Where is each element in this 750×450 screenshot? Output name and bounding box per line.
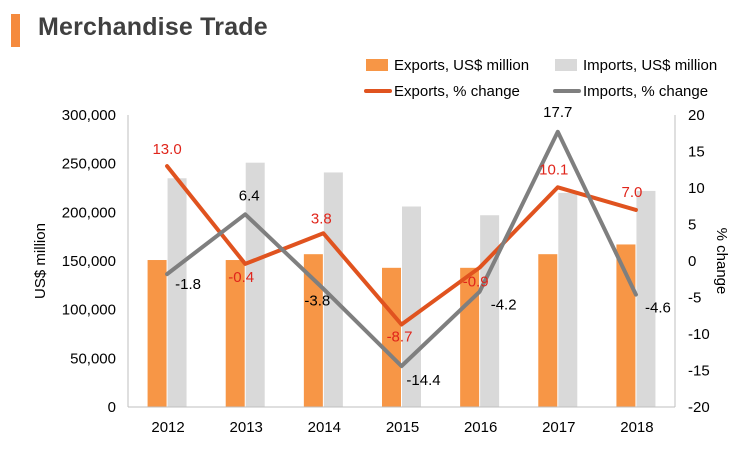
exports-bar-2017	[538, 254, 558, 407]
page-title: Merchandise Trade	[38, 13, 268, 41]
exports-bar-2013	[225, 260, 245, 407]
x-tick-label: 2013	[230, 419, 263, 436]
exports-change-line	[165, 164, 638, 327]
exports-bar-2012	[147, 260, 167, 407]
imports-change-label-2017: 17.7	[543, 104, 572, 121]
left-tick-label: 300,000	[62, 107, 116, 124]
exports-change-label-2017: 10.1	[539, 161, 568, 178]
exports-change-label-2012: 13.0	[152, 141, 181, 158]
exports-change-label-2013: -0.4	[228, 269, 254, 286]
legend-exports-bar-swatch	[366, 59, 388, 71]
left-tick-label: 250,000	[62, 156, 116, 173]
x-tick-label: 2012	[151, 419, 184, 436]
imports-bar-2012	[167, 178, 187, 407]
imports-change-label-2013: 6.4	[239, 187, 260, 204]
imports-bar-2013	[245, 162, 265, 407]
x-tick-label: 2017	[542, 419, 575, 436]
left-tick-label: 100,000	[62, 302, 116, 319]
legend-exports-line-label: Exports, % change	[394, 83, 520, 100]
right-tick-label: -15	[688, 363, 710, 380]
imports-change-label-2018: -4.6	[645, 300, 671, 317]
exports-bar-2016	[460, 267, 480, 407]
x-tick-label: 2015	[386, 419, 419, 436]
imports-change-label-2016: -4.2	[491, 297, 517, 314]
legend-exports-bar-label: Exports, US$ million	[394, 57, 529, 74]
right-tick-label: -20	[688, 399, 710, 416]
right-tick-label: 5	[688, 217, 696, 234]
imports-bar-2015	[402, 206, 421, 407]
x-tick-label: 2018	[620, 419, 653, 436]
imports-change-label-2012: -1.8	[175, 276, 201, 293]
exports-bar-2014	[303, 254, 323, 407]
left-tick-label: 50,000	[70, 350, 116, 367]
right-tick-label: 15	[688, 144, 705, 161]
legend-imports-line-label: Imports, % change	[583, 83, 708, 100]
exports-change-label-2014: 3.8	[311, 210, 332, 227]
left-tick-label: 0	[108, 399, 116, 416]
right-tick-label: 0	[688, 253, 696, 270]
right-tick-label: 10	[688, 180, 705, 197]
imports-bar-2014	[323, 172, 343, 407]
imports-change-line	[165, 129, 638, 369]
exports-bar-2015	[382, 267, 401, 407]
left-tick-label: 200,000	[62, 204, 116, 221]
right-tick-label: -10	[688, 326, 710, 343]
exports-change-label-2016: -0.9	[463, 274, 489, 291]
left-tick-label: 150,000	[62, 253, 116, 270]
right-tick-label: 20	[688, 107, 705, 124]
legend-imports-bar-label: Imports, US$ million	[583, 57, 717, 74]
x-tick-label: 2016	[464, 419, 497, 436]
imports-change-label-2014: -3.8	[304, 293, 330, 310]
imports-change-label-2015: -14.4	[406, 372, 440, 389]
imports-bar-2018	[636, 190, 656, 407]
y2-axis-title: % change	[713, 228, 730, 295]
y-axis-title: US$ million	[32, 223, 49, 299]
exports-change-label-2015: -8.7	[387, 329, 413, 346]
x-tick-label: 2014	[308, 419, 341, 436]
right-tick-label: -5	[688, 290, 701, 307]
title-accent-bar	[11, 14, 20, 47]
legend-imports-bar-swatch	[555, 59, 577, 71]
exports-bar-2018	[616, 244, 636, 407]
exports-change-label-2018: 7.0	[621, 184, 642, 201]
imports-bar-2017	[558, 192, 578, 407]
